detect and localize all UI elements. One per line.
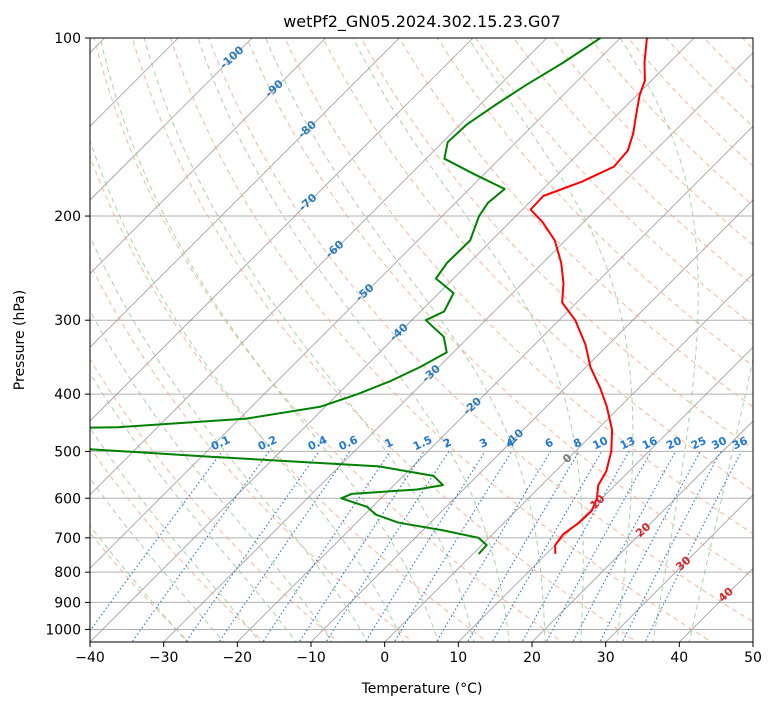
y-tick-label: 1000 <box>45 623 81 639</box>
y-tick-label: 600 <box>54 491 81 507</box>
y-tick-label: 800 <box>54 565 81 581</box>
x-tick-label: −30 <box>149 650 179 666</box>
x-tick-label: 40 <box>670 650 688 666</box>
x-axis-label: Temperature (°C) <box>361 681 483 697</box>
y-tick-label: 700 <box>54 531 81 547</box>
x-tick-label: 0 <box>380 650 389 666</box>
y-tick-label: 100 <box>54 31 81 47</box>
x-tick-label: −10 <box>296 650 326 666</box>
y-tick-label: 900 <box>54 595 81 611</box>
x-tick-label: 20 <box>523 650 541 666</box>
x-tick-label: −40 <box>75 650 105 666</box>
y-tick-label: 300 <box>54 313 81 329</box>
chart-title: wetPf2_GN05.2024.302.15.23.G07 <box>283 12 561 32</box>
x-tick-label: 10 <box>449 650 467 666</box>
y-tick-label: 400 <box>54 387 81 403</box>
x-tick-label: 30 <box>597 650 615 666</box>
y-axis-label: Pressure (hPa) <box>12 290 28 390</box>
y-tick-label: 200 <box>54 209 81 225</box>
x-tick-label: −20 <box>223 650 253 666</box>
x-tick-label: 50 <box>744 650 762 666</box>
y-tick-label: 500 <box>54 444 81 460</box>
